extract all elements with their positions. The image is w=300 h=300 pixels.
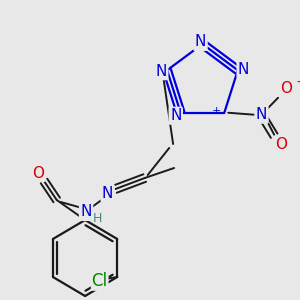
- Text: N: N: [238, 62, 249, 77]
- Text: H: H: [93, 212, 103, 224]
- Text: O: O: [275, 137, 287, 152]
- Text: +: +: [212, 106, 221, 116]
- Text: O: O: [280, 81, 292, 96]
- Text: Cl: Cl: [92, 272, 108, 290]
- Text: N: N: [170, 108, 182, 123]
- Text: N: N: [80, 205, 92, 220]
- Text: N: N: [156, 64, 167, 79]
- Text: O: O: [32, 166, 44, 181]
- Text: N: N: [102, 185, 113, 200]
- Text: N: N: [195, 34, 206, 50]
- Text: N: N: [256, 107, 267, 122]
- Text: -: -: [296, 76, 300, 90]
